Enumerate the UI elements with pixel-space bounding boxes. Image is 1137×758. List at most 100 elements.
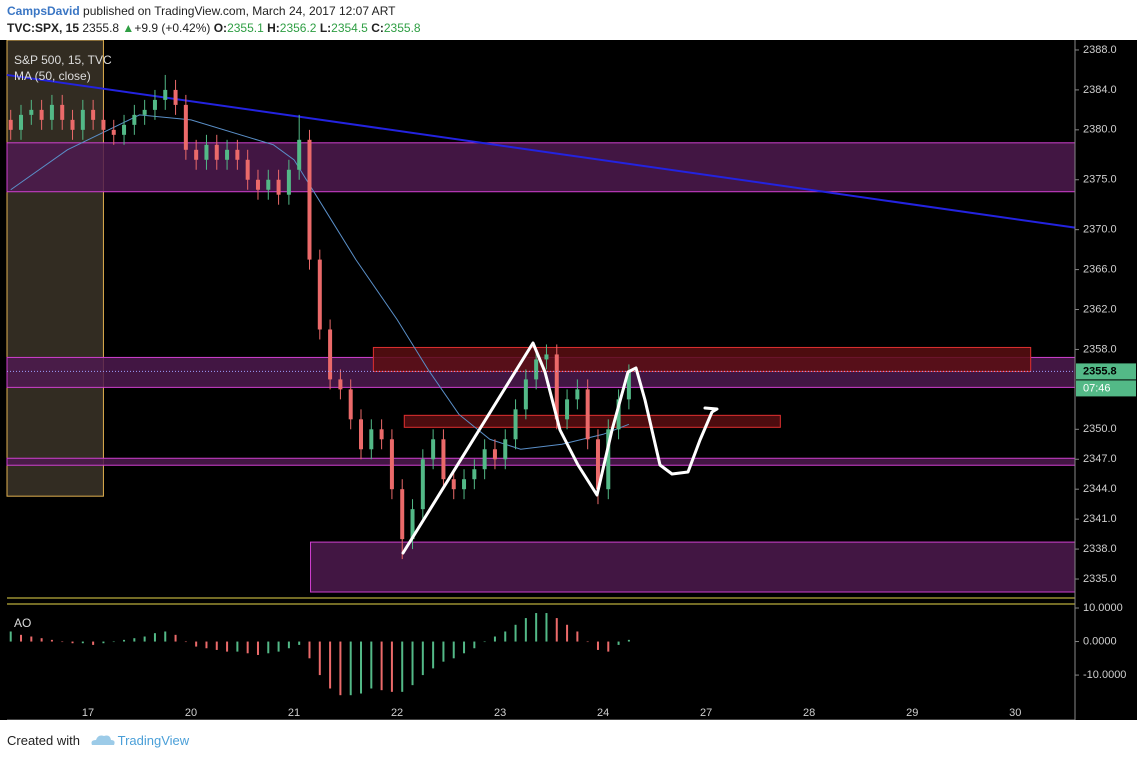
ao-bar (20, 634, 23, 642)
ao-bar (50, 639, 53, 642)
y-tick-label: 2380.0 (1083, 124, 1117, 136)
ao-bar (401, 641, 404, 692)
candle-body (122, 124, 127, 135)
candle-body (575, 389, 580, 400)
ao-bar (421, 641, 424, 676)
ao-bar (452, 641, 455, 659)
countdown-box (1076, 380, 1136, 397)
candle-body (286, 169, 291, 195)
h: 2356.2 (279, 21, 317, 35)
ao-bar (81, 641, 84, 644)
o: 2355.1 (227, 21, 264, 35)
y-tick-label: 2338.0 (1083, 543, 1117, 555)
ao-bar (9, 631, 12, 642)
ao-bar (545, 613, 548, 642)
l: 2354.5 (331, 21, 368, 35)
x-tick-label: 17 (82, 707, 94, 719)
indicator-label: MA (50, close) (14, 69, 91, 83)
ao-bar (133, 638, 136, 642)
zone (6, 142, 1076, 193)
ao-bar (349, 641, 352, 696)
y-tick-label: 2362.0 (1083, 303, 1117, 315)
ao-bar (184, 641, 187, 643)
o-label: O: (213, 21, 228, 35)
ao-bar (339, 641, 342, 696)
ao-bar (524, 618, 527, 642)
candle-body (389, 439, 394, 490)
ao-bar (143, 636, 146, 642)
ao-bar (442, 641, 445, 662)
candle-body (183, 104, 188, 150)
y-tick-label: 2370.0 (1083, 224, 1117, 236)
zone (372, 346, 1032, 372)
candle-body (359, 419, 364, 450)
ao-tick-label: -10.0000 (1083, 669, 1126, 681)
y-tick-label: 2366.0 (1083, 263, 1117, 275)
ao-bar (535, 613, 538, 642)
x-tick-label: 30 (1009, 707, 1021, 719)
candle-body (225, 149, 230, 160)
ao-bar (174, 634, 177, 642)
candle-body (19, 114, 24, 130)
candle-body (513, 409, 518, 440)
ao-bar (205, 641, 208, 649)
ao-bar (463, 641, 466, 654)
x-tick-label: 22 (391, 707, 403, 719)
candle-body (472, 469, 477, 480)
candle-body (101, 119, 106, 130)
candle-body (39, 109, 44, 120)
ao-bar (40, 638, 43, 642)
ao-bar (256, 641, 259, 655)
ao-bar (92, 641, 95, 645)
candle-body (523, 379, 528, 410)
ao-tick-label: 0.0000 (1083, 635, 1117, 647)
ao-bar (627, 639, 630, 642)
zone (403, 414, 781, 428)
x-tick-label: 23 (494, 707, 506, 719)
ao-bar (287, 641, 290, 649)
axes: 2355.8 07:46 2388.0 2384.0 2380.0 2375.0 2370.… (82, 44, 1136, 719)
moving-average (10, 114, 630, 450)
last: 2355.8 (82, 21, 120, 35)
candle-body (214, 144, 219, 160)
ao-bar (360, 641, 363, 694)
created: Created with (7, 733, 80, 748)
candle-body (70, 119, 75, 130)
candle-body (431, 439, 436, 460)
trendline (6, 73, 1076, 229)
ao-bar (390, 641, 393, 692)
c-label: C: (371, 21, 384, 35)
candle-body (420, 459, 425, 510)
candle-body (616, 399, 621, 430)
ao-bar (596, 641, 599, 650)
candle-body (626, 371, 631, 400)
candle-body (317, 259, 322, 330)
y-tick-label: 2335.0 (1083, 573, 1117, 585)
author[interactable]: CampsDavid (7, 4, 80, 18)
brand[interactable]: TradingView (117, 733, 190, 748)
x-tick-label: 24 (597, 707, 609, 719)
header-line: TVC:SPX, 15 2355.8 ▲+9.9 (+0.42%) O:2355… (7, 21, 421, 35)
ao-bar (370, 641, 373, 689)
c: 2355.8 (383, 21, 421, 35)
y-tick-label: 2341.0 (1083, 513, 1117, 525)
ao-bar (71, 641, 74, 644)
candle-body (451, 479, 456, 490)
candle-body (379, 429, 384, 440)
ao-bar (576, 631, 579, 642)
price-label-box (1076, 363, 1136, 380)
ao-bar (586, 641, 589, 643)
footer: Created with TradingView (7, 733, 189, 748)
candle-body (534, 359, 539, 380)
y-tick-label: 2344.0 (1083, 483, 1117, 495)
ao-bar (432, 641, 435, 669)
candle-body (482, 449, 487, 470)
published: published on TradingView.com, March 24, … (83, 4, 396, 18)
candle-body (266, 179, 271, 190)
candle-body (492, 449, 497, 460)
ao-bar (226, 641, 229, 652)
y-tick-label: 2384.0 (1083, 84, 1117, 96)
ao-bar (308, 641, 311, 659)
candle-body (554, 354, 559, 420)
ao-bar (123, 639, 126, 642)
